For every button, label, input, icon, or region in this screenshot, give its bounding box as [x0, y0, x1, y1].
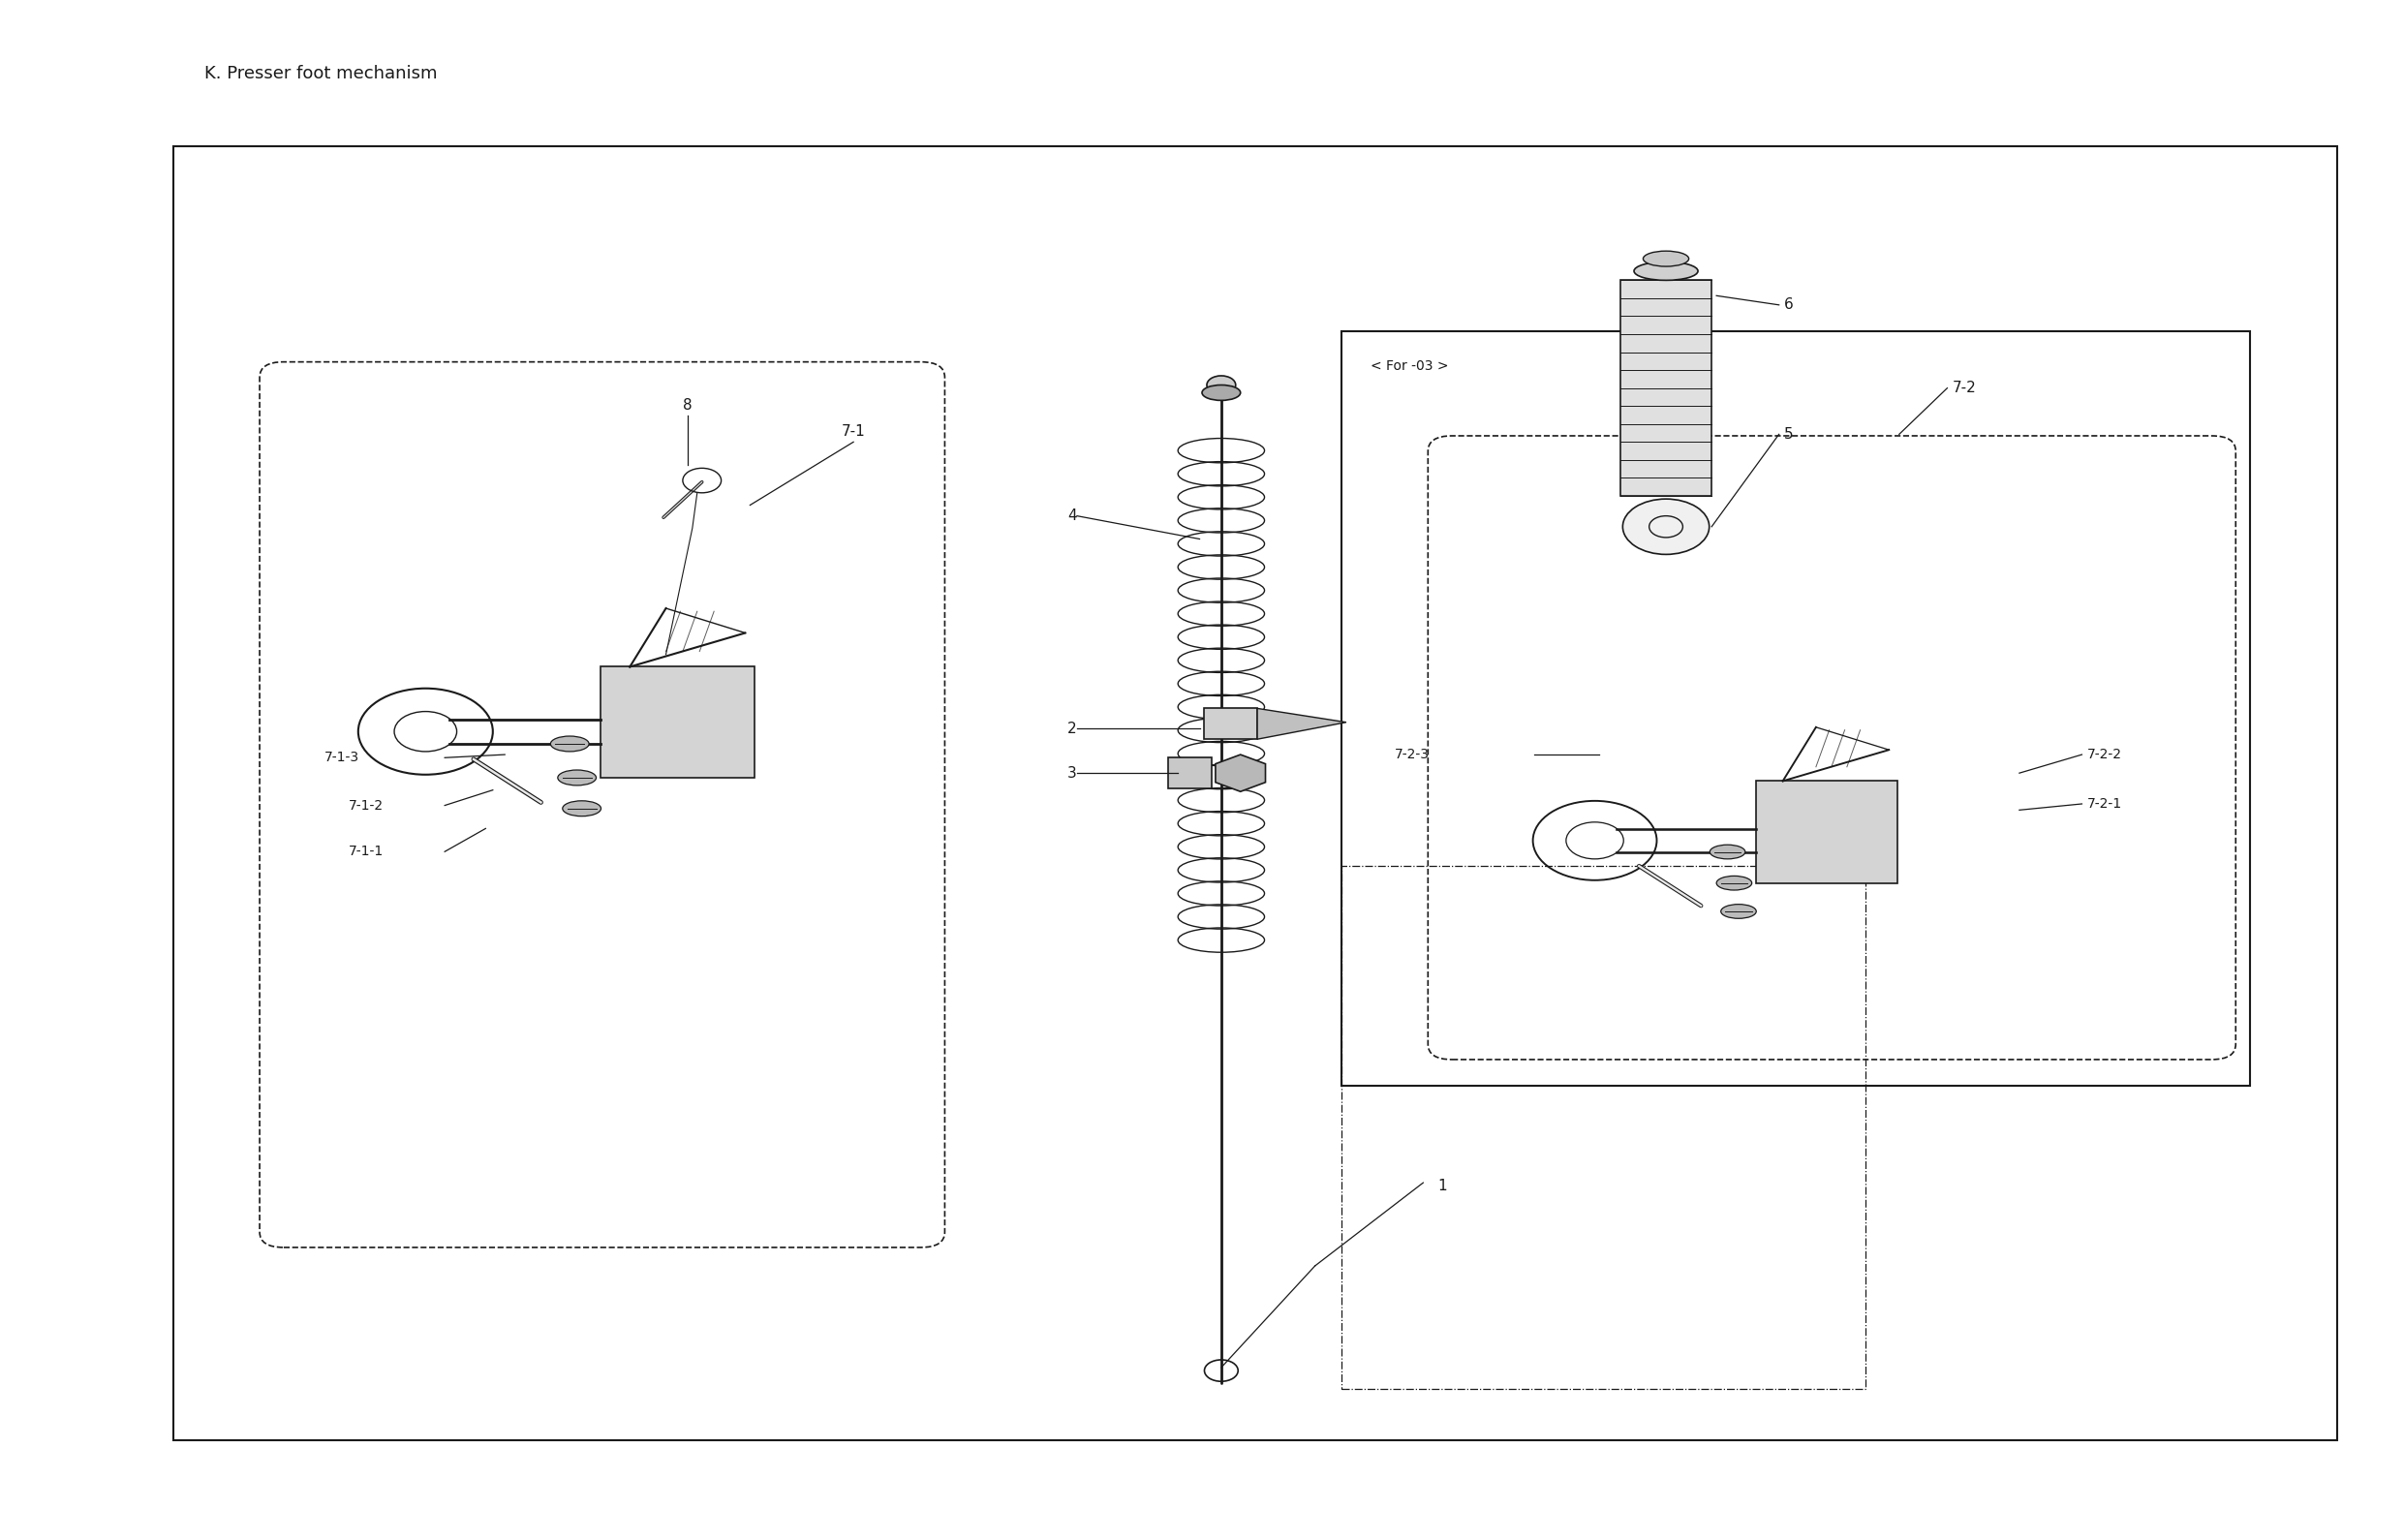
Ellipse shape	[1721, 904, 1757, 918]
Text: 5: 5	[1784, 427, 1793, 442]
Ellipse shape	[1642, 251, 1688, 266]
Text: 7-1-2: 7-1-2	[349, 799, 385, 812]
Ellipse shape	[1202, 385, 1240, 400]
Text: 7-2-3: 7-2-3	[1394, 748, 1430, 761]
Polygon shape	[1257, 708, 1346, 739]
Ellipse shape	[1709, 845, 1745, 859]
Text: 6: 6	[1784, 297, 1793, 313]
Ellipse shape	[558, 770, 596, 785]
Circle shape	[1623, 499, 1709, 554]
Bar	[1757, 781, 1897, 882]
Bar	[1168, 758, 1212, 788]
Bar	[1341, 331, 2250, 1086]
Ellipse shape	[563, 801, 601, 816]
Bar	[1204, 708, 1257, 739]
Ellipse shape	[1635, 262, 1697, 280]
Bar	[1620, 280, 1712, 496]
Text: 7-1-1: 7-1-1	[349, 845, 385, 858]
Text: 7-2: 7-2	[1952, 380, 1976, 396]
Bar	[173, 146, 2337, 1440]
Bar	[601, 667, 755, 778]
Text: 3: 3	[1067, 765, 1077, 781]
Text: 7-1: 7-1	[841, 425, 865, 439]
Text: 1: 1	[1438, 1178, 1447, 1194]
Ellipse shape	[551, 736, 589, 752]
Text: 4: 4	[1067, 508, 1077, 524]
Ellipse shape	[1207, 376, 1236, 394]
Bar	[1341, 865, 1866, 1389]
Text: 7-1-3: 7-1-3	[325, 752, 361, 764]
Text: < For -03 >: < For -03 >	[1370, 360, 1447, 373]
Text: K. Presser foot mechanism: K. Presser foot mechanism	[204, 65, 438, 82]
Text: 2: 2	[1067, 721, 1077, 736]
Text: 7-2-1: 7-2-1	[2087, 798, 2123, 810]
Text: 7-2-2: 7-2-2	[2087, 748, 2123, 761]
Ellipse shape	[1716, 876, 1753, 890]
Text: 8: 8	[683, 399, 692, 413]
